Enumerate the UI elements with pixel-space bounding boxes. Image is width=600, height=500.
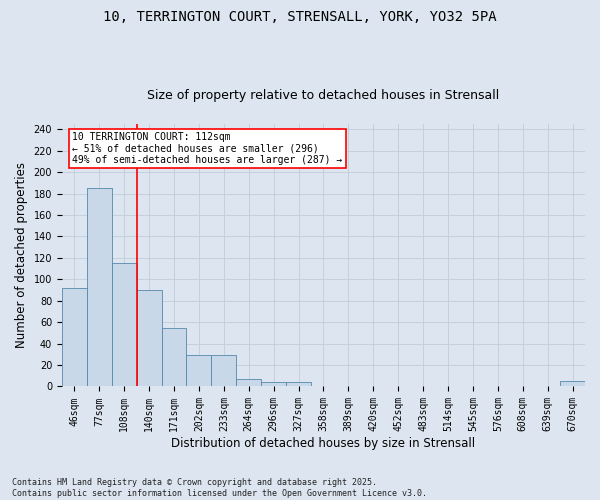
Text: 10 TERRINGTON COURT: 112sqm
← 51% of detached houses are smaller (296)
49% of se: 10 TERRINGTON COURT: 112sqm ← 51% of det… (73, 132, 343, 165)
Bar (236, 379, 261, 386)
Title: Size of property relative to detached houses in Strensall: Size of property relative to detached ho… (148, 89, 500, 102)
Text: Contains HM Land Registry data © Crown copyright and database right 2025.
Contai: Contains HM Land Registry data © Crown c… (12, 478, 427, 498)
Bar (261, 382, 286, 386)
Text: 10, TERRINGTON COURT, STRENSALL, YORK, YO32 5PA: 10, TERRINGTON COURT, STRENSALL, YORK, Y… (103, 10, 497, 24)
Y-axis label: Number of detached properties: Number of detached properties (15, 162, 28, 348)
Bar (161, 328, 187, 386)
Bar (112, 264, 137, 386)
Bar (62, 288, 87, 386)
Bar (187, 356, 211, 386)
Bar (211, 356, 236, 386)
Bar (560, 381, 585, 386)
X-axis label: Distribution of detached houses by size in Strensall: Distribution of detached houses by size … (172, 437, 476, 450)
Bar (286, 382, 311, 386)
Bar (137, 290, 161, 386)
Bar (87, 188, 112, 386)
